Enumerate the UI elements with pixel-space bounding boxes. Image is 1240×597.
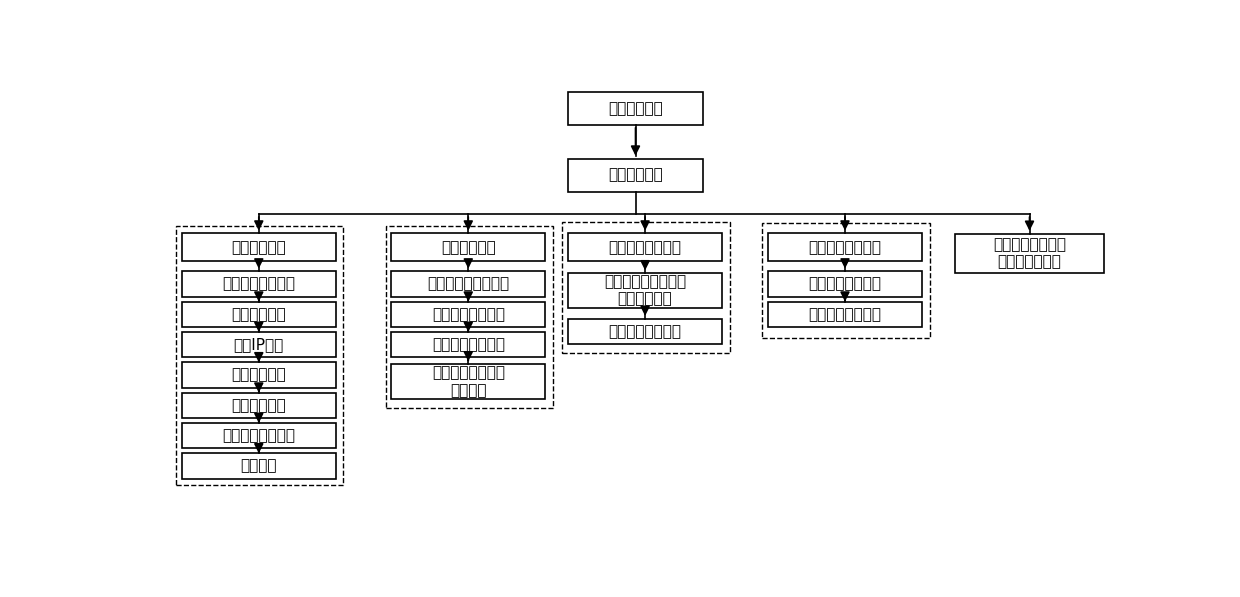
Text: 设置故障预警方式: 设置故障预警方式 <box>808 307 882 322</box>
Bar <box>182 272 336 297</box>
Text: 选择数据采集频率: 选择数据采集频率 <box>609 324 682 339</box>
Bar <box>568 319 722 344</box>
Bar <box>392 233 546 261</box>
Bar <box>568 159 703 192</box>
Text: 设置用户名、密码: 设置用户名、密码 <box>222 276 295 291</box>
Bar <box>182 301 336 327</box>
Text: 应用帮助信息: 应用帮助信息 <box>232 368 286 383</box>
Bar <box>392 272 546 297</box>
Text: 启动应用程序: 启动应用程序 <box>608 101 663 116</box>
Text: 设置故障预警周期: 设置故障预警周期 <box>808 276 882 291</box>
Bar <box>182 453 336 479</box>
Bar <box>176 226 343 485</box>
Text: 异常提示、常见故
障修复策略模块: 异常提示、常见故 障修复策略模块 <box>993 237 1066 269</box>
Bar <box>392 301 546 327</box>
Bar <box>763 223 930 338</box>
Text: 选择需要上传到云端
服务器的数据: 选择需要上传到云端 服务器的数据 <box>604 274 686 307</box>
Bar <box>768 233 921 261</box>
Text: 选择数据存储方式: 选择数据存储方式 <box>432 337 505 352</box>
Text: 选择软件更新: 选择软件更新 <box>232 307 286 322</box>
Text: 选择数据采集频率: 选择数据采集频率 <box>432 307 505 322</box>
Bar <box>182 393 336 418</box>
Bar <box>568 92 703 125</box>
Bar <box>386 226 553 408</box>
Text: 选择需要采集的数据: 选择需要采集的数据 <box>428 276 510 291</box>
Text: 设置开机启动: 设置开机启动 <box>232 398 286 413</box>
Text: 退出应用: 退出应用 <box>241 458 277 473</box>
Bar <box>392 364 546 399</box>
Bar <box>182 362 336 387</box>
Text: 登录认证模块: 登录认证模块 <box>608 168 663 183</box>
Bar <box>563 223 729 353</box>
Bar <box>568 233 722 261</box>
Bar <box>955 233 1104 273</box>
Text: 选择机床具体型号: 选择机床具体型号 <box>222 428 295 443</box>
Bar <box>768 301 921 327</box>
Text: 上传采集数据模块: 上传采集数据模块 <box>609 240 682 255</box>
Bar <box>568 273 722 307</box>
Bar <box>182 233 336 261</box>
Text: 设置中心模块: 设置中心模块 <box>232 240 286 255</box>
Bar <box>392 332 546 358</box>
Bar <box>182 332 336 358</box>
Bar <box>768 272 921 297</box>
Text: 选择数据实时展示
界面样式: 选择数据实时展示 界面样式 <box>432 365 505 398</box>
Text: 本地故障预警模块: 本地故障预警模块 <box>808 240 882 255</box>
Text: 本地采集模块: 本地采集模块 <box>441 240 496 255</box>
Text: 设置IP地址: 设置IP地址 <box>233 337 284 352</box>
Bar <box>182 423 336 448</box>
